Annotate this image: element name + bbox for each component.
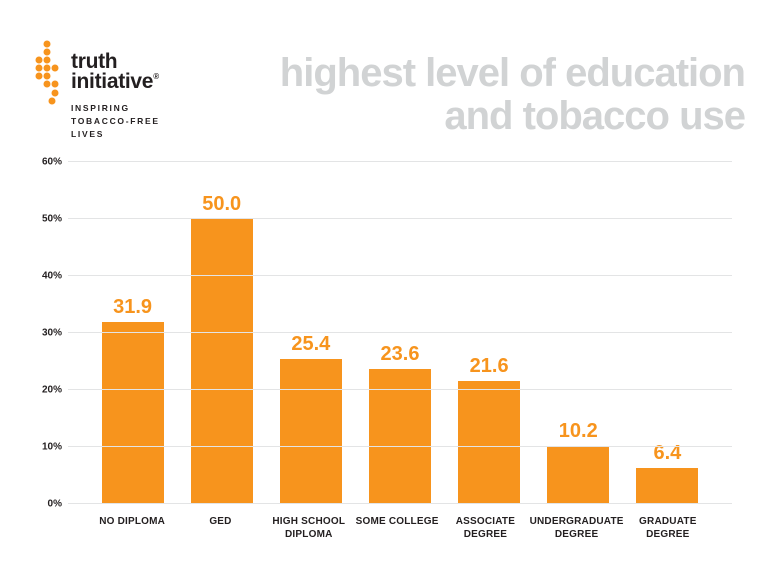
x-axis-category-labels: NO DIPLOMA GED HIGH SCHOOL DIPLOMA SOME COLL… — [88, 515, 712, 541]
gridline-50- — [68, 218, 732, 219]
bar-slot-undergraduate-degree: 10.2 — [534, 162, 623, 504]
plot-area: 31.9 50.0 25.4 23.6 21.6 10.2 6.4 0% 10% 20% 30% 4… — [42, 157, 732, 510]
bar-value-label-some-college: 23.6 — [380, 343, 420, 366]
gridline-10- — [68, 446, 732, 447]
x-category-label-graduate-degree: GRADUATE DEGREE — [639, 516, 697, 540]
bar-some-college — [368, 369, 431, 504]
gridline-60- — [68, 161, 732, 162]
bar-graduate-degree — [636, 467, 699, 504]
bar-slot-no-diploma: 31.9 — [88, 162, 177, 504]
truth-logo-flame-icon — [35, 40, 59, 105]
logo-brand-line2: initiative® — [71, 70, 160, 93]
y-tick-label-20-: 20% — [41, 384, 62, 396]
logo-dot-group — [35, 40, 59, 105]
registered-trademark-mark: ® — [153, 72, 159, 81]
bar-ged — [190, 219, 253, 504]
bar-slot-associate-degree: 21.6 — [445, 162, 534, 504]
y-tick-label-50-: 50% — [41, 213, 62, 225]
bar-no-diploma — [101, 322, 164, 504]
page-title-line1: highest level of education — [279, 51, 746, 95]
bar-slot-graduate-degree: 6.4 — [623, 162, 712, 504]
bar-slot-high-school-diploma: 25.4 — [266, 162, 355, 504]
x-category-label-some-college: SOME COLLEGE — [355, 516, 439, 527]
gridline-20- — [68, 389, 732, 390]
bar-value-label-high-school-diploma: 25.4 — [291, 333, 331, 356]
logo-brand-word: initiative — [71, 70, 154, 93]
logo-text-block: truth initiative® INSPIRING TOBACCO-FREE… — [71, 50, 160, 141]
tagline-line-2: TOBACCO-FREE — [71, 116, 160, 126]
x-category-label-high-school-diploma: HIGH SCHOOL DIPLOMA — [272, 516, 346, 540]
bar-undergraduate-degree — [547, 445, 610, 504]
y-tick-label-40-: 40% — [41, 270, 62, 282]
bar-high-school-diploma — [279, 359, 342, 504]
gridline-0- — [68, 503, 732, 504]
y-tick-label-0-: 0% — [47, 498, 62, 510]
logo-brand-line1: truth — [71, 50, 118, 73]
x-category-label-no-diploma: NO DIPLOMA — [99, 516, 166, 527]
bar-associate-degree — [458, 380, 521, 504]
y-tick-label-10-: 10% — [41, 441, 62, 453]
bar-value-label-no-diploma: 31.9 — [113, 296, 153, 319]
y-tick-label-30-: 30% — [41, 327, 62, 339]
bar-value-label-undergraduate-degree: 10.2 — [558, 419, 598, 442]
bar-value-label-ged: 50.0 — [202, 193, 242, 215]
bar-slot-ged: 50.0 — [177, 162, 266, 504]
tagline-line-3: LIVES — [71, 129, 105, 139]
gridline-30- — [68, 332, 732, 333]
y-tick-label-60-: 60% — [41, 156, 62, 168]
x-category-label-associate-degree: ASSOCIATE DEGREE — [455, 516, 516, 540]
gridline-40- — [68, 275, 732, 276]
bar-value-label-associate-degree: 21.6 — [469, 354, 509, 377]
bar-value-label-graduate-degree: 6.4 — [653, 441, 682, 464]
x-category-label-ged: GED — [209, 516, 232, 527]
page-title: highest level of education and tobacco u… — [279, 51, 746, 138]
bars: 31.9 50.0 25.4 23.6 21.6 10.2 6.4 — [88, 162, 712, 504]
x-category-label-undergraduate-degree: UNDERGRADUATE DEGREE — [529, 516, 624, 540]
tagline-line-1: INSPIRING — [71, 103, 130, 113]
page-title-line2: and tobacco use — [444, 94, 746, 138]
bar-slot-some-college: 23.6 — [355, 162, 444, 504]
logo-tagline: INSPIRING TOBACCO-FREE LIVES — [71, 102, 160, 141]
